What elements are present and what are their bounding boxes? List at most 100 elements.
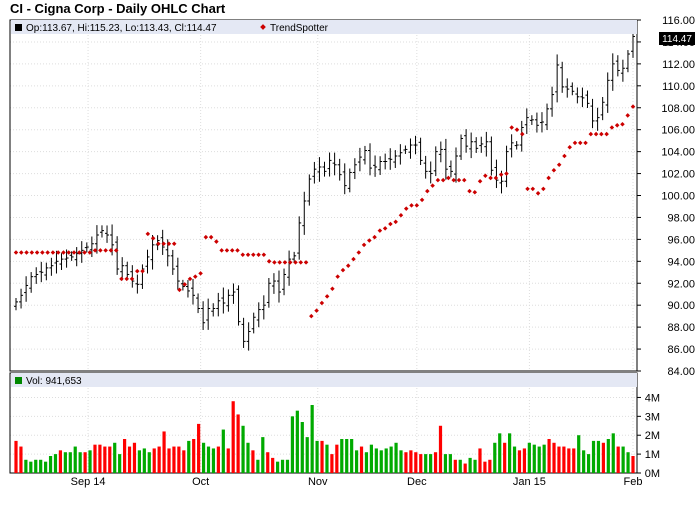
ohlc-bar — [357, 147, 362, 172]
ohlc-bar — [84, 242, 89, 253]
ohlc-bar — [448, 160, 453, 178]
ohlc-bar — [453, 147, 458, 183]
ohlc-bar — [261, 295, 266, 320]
ohlc-bar — [145, 249, 150, 274]
trendspotter-dot — [235, 248, 240, 253]
ohlc-bar — [120, 257, 125, 281]
trendspotter-dot — [620, 121, 625, 127]
ohlc-bar — [519, 120, 524, 152]
volume-y-tick-label: 3M — [645, 411, 660, 423]
trendspotter-dot — [24, 250, 29, 255]
ohlc-bar — [595, 107, 600, 131]
ohlc-bar — [514, 141, 519, 150]
volume-bar — [409, 450, 413, 473]
trendspotter-dot — [356, 250, 362, 255]
volume-bar — [453, 459, 457, 473]
x-tick-label: Nov — [308, 476, 328, 488]
trendspotter-dot — [34, 250, 40, 255]
trendspotter-dot — [71, 250, 77, 255]
trendspotter-dot — [319, 300, 325, 306]
volume-bar — [63, 452, 67, 473]
volume-bar — [197, 423, 201, 473]
volume-bar — [182, 450, 186, 473]
volume-bar — [118, 454, 122, 473]
volume-bar — [611, 433, 615, 473]
x-tick-label: Dec — [407, 476, 427, 488]
trendspotter-dot — [293, 260, 298, 265]
trendspotter-dot — [214, 239, 219, 244]
ohlc-bar — [19, 288, 24, 309]
price-y-tick-label: 100.00 — [661, 191, 695, 203]
ohlc-bar — [615, 55, 620, 77]
ohlc-bar — [469, 132, 474, 159]
ohlc-bar — [180, 279, 185, 291]
trendspotter-dot — [509, 125, 514, 130]
volume-bar — [335, 444, 339, 473]
volume-bar — [34, 459, 38, 473]
volume-bar — [285, 459, 290, 473]
volume-bar — [562, 446, 566, 473]
volume-bar — [537, 446, 541, 473]
trendspotter-dot — [530, 186, 536, 192]
volume-bar — [192, 439, 196, 473]
ohlc-bar — [388, 148, 393, 170]
volume-bar — [552, 442, 556, 473]
trendspotter-dot — [251, 252, 256, 257]
ohlc-bar — [312, 161, 317, 184]
volume-bar — [48, 456, 53, 473]
price-y-tick-label: 90.00 — [667, 300, 695, 312]
ohlc-bar — [570, 82, 575, 96]
volume-bar — [152, 448, 156, 473]
volume-bar — [350, 439, 354, 473]
ohlc-bar — [368, 143, 373, 176]
last-price-tag: 114.47 — [659, 32, 695, 45]
volume-bar — [621, 446, 625, 473]
volume-bar — [83, 452, 87, 473]
trendspotter-dot — [266, 259, 272, 264]
volume-bar — [167, 448, 171, 473]
volume-bar — [354, 450, 359, 473]
trendspotter-dot — [309, 313, 314, 319]
trendspotter-dot — [29, 250, 35, 255]
volume-bar — [68, 452, 72, 473]
ohlc-bar — [287, 250, 292, 286]
trendspotter-dot — [108, 248, 114, 253]
trendspotter-dot — [409, 203, 414, 208]
volume-bar — [458, 459, 462, 473]
volume-bar — [616, 446, 620, 473]
trendspotter-dot — [298, 260, 304, 265]
volume-bar — [508, 433, 512, 473]
volume-bar — [122, 439, 127, 473]
ohlc-bar — [575, 87, 580, 104]
volume-y-tick-label: 1M — [645, 449, 660, 461]
trendspotter-dot — [50, 250, 56, 255]
price-y-tick-label: 102.00 — [661, 169, 695, 181]
ohlc-bar — [534, 112, 539, 133]
ohlc-bar — [408, 138, 413, 159]
volume-bar — [261, 437, 265, 473]
trendspotter-dot — [198, 271, 203, 276]
ohlc-bar — [337, 158, 342, 181]
trendspotter-dot — [483, 173, 488, 179]
ohlc-bar — [428, 161, 433, 184]
trendspotter-dot — [182, 282, 188, 287]
volume-bar — [512, 446, 517, 473]
ohlc-bar — [54, 250, 59, 274]
trendspotter-dot — [45, 250, 50, 255]
volume-bar — [290, 416, 295, 473]
price-y-tick-label: 86.00 — [667, 344, 695, 356]
volume-y-tick-label: 4M — [645, 392, 660, 404]
trendspotter-dot — [398, 212, 404, 218]
trendspotter-dot — [625, 113, 630, 118]
volume-bar — [221, 429, 225, 473]
ohlc-bar — [423, 155, 428, 179]
volume-bar — [448, 454, 452, 473]
trendspotter-dot — [287, 260, 293, 265]
ohlc-bar — [226, 289, 231, 312]
trendspotter-dot — [451, 177, 456, 183]
volume-bar — [414, 452, 418, 473]
trendspotter-dot — [456, 177, 462, 183]
price-y-tick-label: 116.00 — [662, 15, 695, 27]
volume-bar — [256, 459, 260, 473]
volume-bar — [359, 446, 364, 473]
